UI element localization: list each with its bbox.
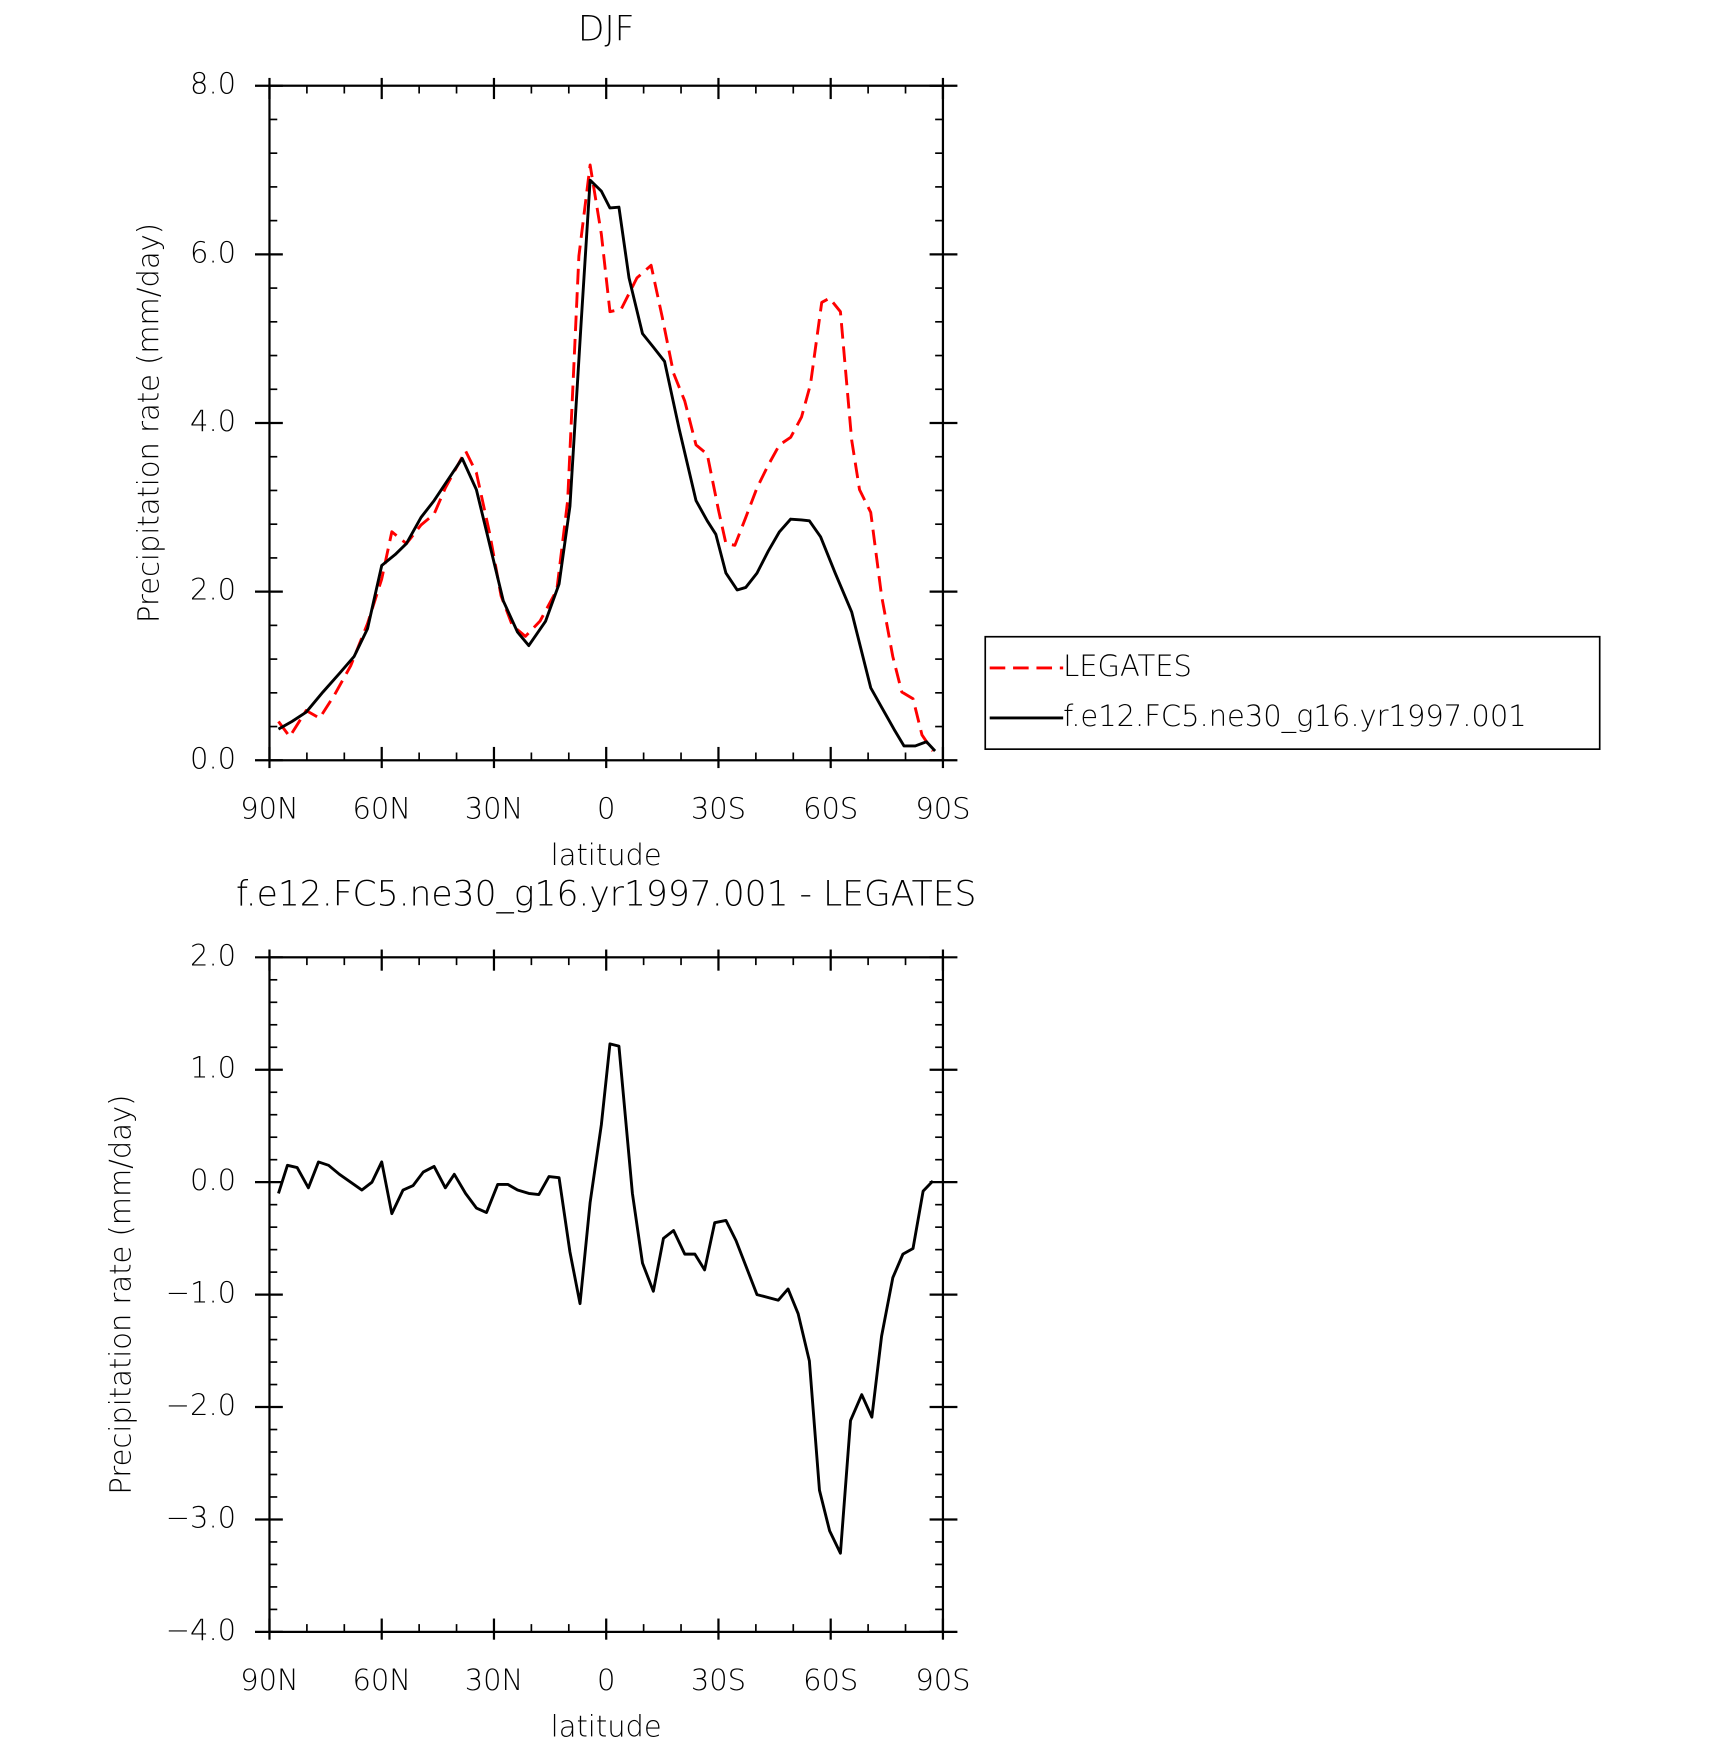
x-tick-label: 90S [915, 1663, 970, 1697]
x-tick-label: 60N [352, 1663, 410, 1697]
x-tick-label: 30S [691, 791, 746, 825]
y-tick-label: 0.0 [190, 741, 236, 775]
x-tick-label: 90S [915, 791, 970, 825]
chart-title: DJF [578, 10, 635, 50]
x-tick-label: 90N [240, 1663, 298, 1697]
y-tick-label: 0.0 [190, 1163, 236, 1197]
data-line [277, 163, 935, 752]
x-tick-label: 30N [465, 1663, 523, 1697]
y-axis-label: Precipitation rate (mm/day) [104, 1095, 138, 1495]
y-tick-label: 1.0 [190, 1051, 236, 1085]
x-tick-label: 60S [803, 1663, 858, 1697]
x-tick-label: 0 [597, 791, 615, 825]
y-axis-label: Precipitation rate (mm/day) [131, 223, 165, 623]
x-tick-label: 30N [465, 791, 523, 825]
y-tick-label: −1.0 [166, 1276, 236, 1310]
y-tick-label: 2.0 [190, 938, 236, 972]
chart-title: f.e12.FC5.ne30_g16.yr1997.001 - LEGATES [236, 875, 976, 915]
legend-box [984, 635, 1601, 750]
y-tick-label: 4.0 [190, 404, 236, 438]
y-tick-label: −3.0 [166, 1500, 236, 1534]
y-tick-label: 8.0 [190, 67, 236, 101]
plot-frame [268, 84, 945, 762]
y-tick-label: 6.0 [190, 235, 236, 269]
x-axis-label: latitude [551, 1710, 662, 1744]
legend-label: LEGATES [1063, 649, 1192, 683]
data-line [277, 178, 937, 752]
x-tick-label: 90N [240, 791, 298, 825]
x-tick-label: 30S [691, 1663, 746, 1697]
x-tick-label: 60N [352, 791, 410, 825]
y-tick-label: 2.0 [190, 573, 236, 607]
data-line [277, 1042, 934, 1555]
x-tick-label: 60S [803, 791, 858, 825]
legend-label: f.e12.FC5.ne30_g16.yr1997.001 [1063, 699, 1526, 734]
x-tick-label: 0 [597, 1663, 615, 1697]
x-axis-label: latitude [551, 838, 662, 872]
y-tick-label: −2.0 [166, 1388, 236, 1422]
y-tick-label: −4.0 [166, 1613, 236, 1647]
